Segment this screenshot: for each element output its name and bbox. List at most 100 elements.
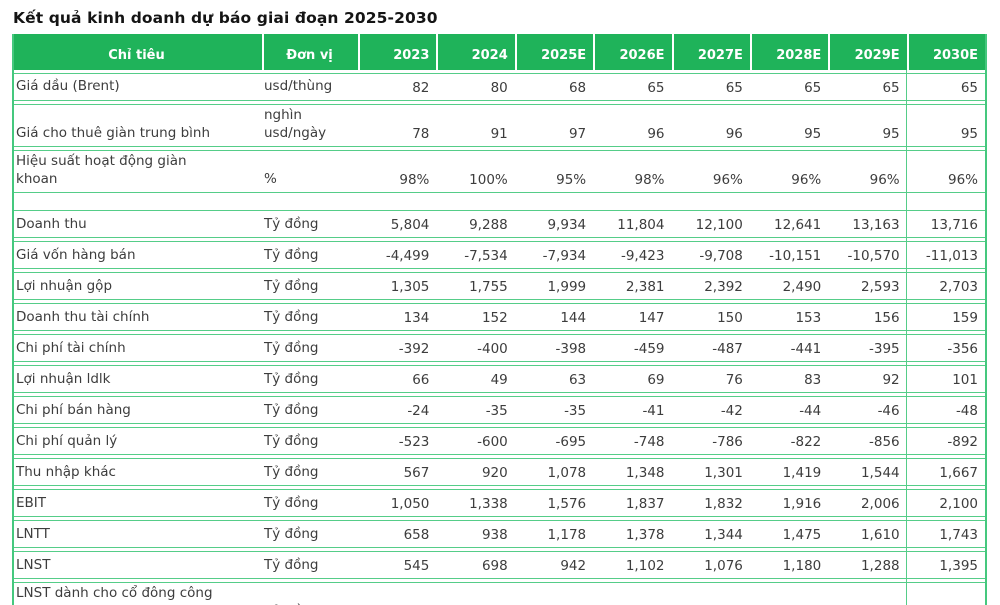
cell-value: 150 <box>717 310 743 327</box>
row-label: Chi phí bán hàng <box>16 401 131 418</box>
cell-value: -10,151 <box>769 248 822 265</box>
cell-value: -748 <box>633 434 665 451</box>
column-header: 2027E <box>671 34 750 70</box>
cell-value: 96% <box>869 172 900 189</box>
section-spacer-row <box>14 193 985 207</box>
row-label: LNST <box>16 556 51 573</box>
forecast-table: Chỉ tiêu Đơn vị 2023 2024 2025E 2026E 2027E 202… <box>12 34 987 605</box>
cell-value: 2,392 <box>704 279 743 296</box>
cell-value: 65 <box>647 80 665 96</box>
row-unit: Tỷ đồng <box>264 308 319 325</box>
cell-value: -24 <box>407 403 430 420</box>
cell-value: 147 <box>638 310 665 327</box>
cell-value: 76 <box>725 372 743 389</box>
cell-value: 1,078 <box>547 465 587 482</box>
cell-value: -48 <box>955 403 978 420</box>
cell-value: 2,703 <box>939 279 978 296</box>
row-unit: Tỷ đồng <box>264 339 319 356</box>
cell-value: 567 <box>403 465 430 482</box>
table-row: Hiệu suất hoạt động giàn khoan% 98% 100% 95… <box>14 150 985 194</box>
column-header: 2029E <box>828 34 906 70</box>
cell-value: -392 <box>398 341 430 358</box>
cell-value: 1,419 <box>782 465 822 482</box>
cell-value: 95 <box>882 126 900 143</box>
cell-value: 95 <box>804 126 822 143</box>
cell-value: 9,288 <box>469 217 508 234</box>
cell-value: -4,499 <box>385 248 430 265</box>
cell-value: -11,013 <box>925 248 978 265</box>
cell-value: 2,006 <box>860 496 900 513</box>
table-row: Doanh thu Tỷ đồng 5,804 9,288 9,934 11,804 12,… <box>14 210 985 239</box>
cell-value: 942 <box>560 558 587 575</box>
cell-value: 1,544 <box>860 465 900 482</box>
table-row: Chi phí quản lý Tỷ đồng -523 -600 -695 -748 -7… <box>14 427 985 456</box>
table-row: LNST Tỷ đồng 545 698 942 1,102 1,076 1,180 1,288… <box>14 551 985 580</box>
table-row: Chi phí tài chính Tỷ đồng -392 -400 -398 -459… <box>14 334 985 363</box>
cell-value: -7,934 <box>542 248 587 265</box>
row-unit: Tỷ đồng <box>264 370 319 387</box>
cell-value: 69 <box>647 372 665 389</box>
row-label: Hiệu suất hoạt động giàn khoan <box>16 153 187 187</box>
table-body: Giá dầu (Brent) usd/thùng 82 80 68 65 65 65 65 65… <box>14 73 985 605</box>
cell-value: 82 <box>412 80 430 96</box>
table-row: Giá cho thuê giàn trung bình nghìn usd/ng… <box>14 104 985 148</box>
cell-value: 1,837 <box>625 496 665 513</box>
cell-value: 95% <box>556 172 587 189</box>
row-unit: Tỷ đồng <box>264 432 319 449</box>
table-row: Chi phí bán hàng Tỷ đồng -24 -35 -35 -41 -42 -4… <box>14 396 985 425</box>
row-unit: Tỷ đồng <box>264 277 319 294</box>
cell-value: -41 <box>642 403 665 420</box>
cell-value: 1,916 <box>782 496 822 513</box>
cell-value: -695 <box>555 434 587 451</box>
cell-value: 13,716 <box>930 217 978 234</box>
cell-value: 2,490 <box>782 279 822 296</box>
cell-value: 98% <box>399 172 430 189</box>
page-title: Kết quả kinh doanh dự báo giai đoạn 2025… <box>13 9 438 27</box>
cell-value: 65 <box>960 80 978 96</box>
row-unit: Tỷ đồng <box>264 525 319 542</box>
row-label: LNTT <box>16 525 50 542</box>
column-header: Đơn vị <box>262 34 358 70</box>
row-unit: Tỷ đồng <box>264 215 319 232</box>
cell-value: -400 <box>477 341 508 358</box>
cell-value: 1,743 <box>939 527 978 544</box>
cell-value: 159 <box>952 310 978 327</box>
row-label: Lợi nhuận gộp <box>16 277 113 294</box>
table-header-row: Chỉ tiêu Đơn vị 2023 2024 2025E 2026E 2027E 202… <box>14 34 985 70</box>
table-row: Thu nhập khác Tỷ đồng 567 920 1,078 1,348 1,30… <box>14 458 985 487</box>
cell-value: -459 <box>633 341 665 358</box>
cell-value: 2,593 <box>860 279 900 296</box>
row-label: Chi phí quản lý <box>16 432 118 449</box>
cell-value: -441 <box>790 341 822 358</box>
cell-value: 68 <box>568 80 587 96</box>
row-label: Lợi nhuận ldlk <box>16 370 111 387</box>
cell-value: 100% <box>469 172 508 189</box>
cell-value: 1,076 <box>704 558 743 575</box>
cell-value: 144 <box>560 310 587 327</box>
row-label: EBIT <box>16 494 47 511</box>
cell-value: 78 <box>412 126 430 143</box>
cell-value: 1,305 <box>390 279 430 296</box>
cell-value: -395 <box>868 341 900 358</box>
column-header: 2030E <box>906 34 985 70</box>
column-header: 2026E <box>593 34 671 70</box>
table-row: Giá vốn hàng bán Tỷ đồng -4,499 -7,534 -7,93… <box>14 241 985 270</box>
cell-value: 1,378 <box>625 527 665 544</box>
cell-value: 1,832 <box>704 496 743 513</box>
cell-value: 5,804 <box>390 217 430 234</box>
row-unit: Tỷ đồng <box>264 556 319 573</box>
cell-value: 1,178 <box>547 527 587 544</box>
row-label: Chi phí tài chính <box>16 339 126 356</box>
cell-value: -9,708 <box>699 248 743 265</box>
table-row: Giá dầu (Brent) usd/thùng 82 80 68 65 65 65 65 65 <box>14 73 985 101</box>
cell-value: 97 <box>568 126 587 143</box>
column-header: 2024 <box>436 34 514 70</box>
cell-value: -35 <box>485 403 508 420</box>
row-unit: Tỷ đồng <box>264 463 319 480</box>
cell-value: 49 <box>490 372 508 389</box>
cell-value: -44 <box>799 403 822 420</box>
cell-value: 1,667 <box>939 465 978 482</box>
cell-value: 66 <box>412 372 430 389</box>
cell-value: -487 <box>712 341 743 358</box>
